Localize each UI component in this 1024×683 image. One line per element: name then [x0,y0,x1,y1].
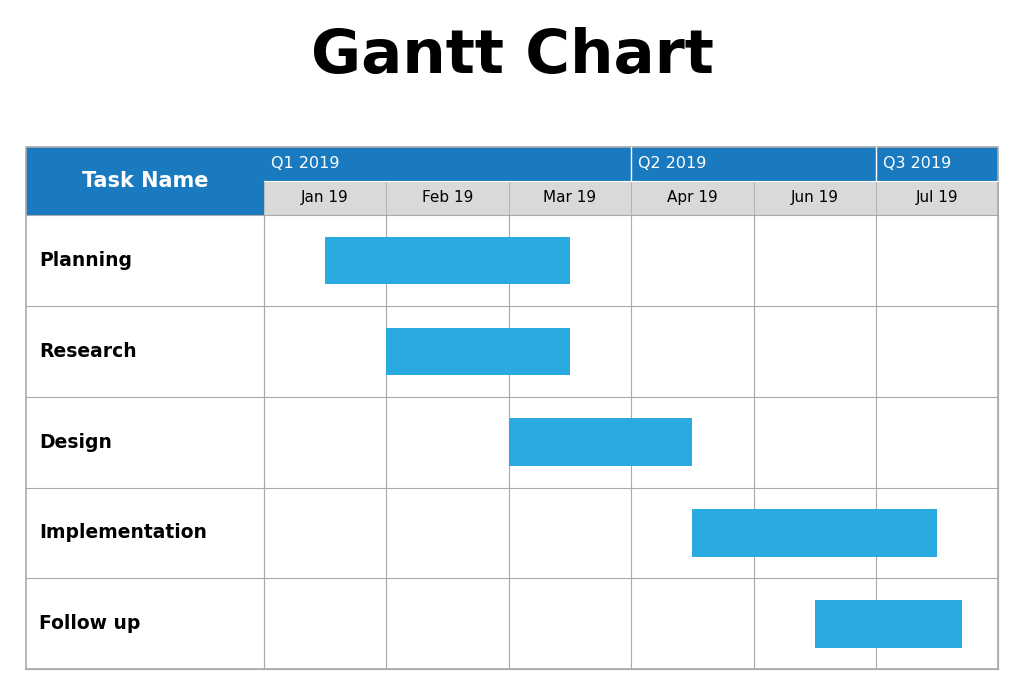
Bar [26,397,998,488]
Text: Implementation: Implementation [39,523,207,542]
Text: Follow up: Follow up [39,615,140,633]
Text: Q1 2019: Q1 2019 [271,156,340,171]
Text: Jul 19: Jul 19 [915,191,958,206]
Text: Planning: Planning [39,251,132,270]
Bar [386,328,570,375]
Bar [26,306,998,397]
Bar [509,419,692,466]
Bar [326,236,570,284]
Text: Feb 19: Feb 19 [422,191,473,206]
Text: Apr 19: Apr 19 [667,191,718,206]
Text: Gantt Chart: Gantt Chart [310,27,714,86]
Text: Jan 19: Jan 19 [301,191,349,206]
Bar [264,147,631,181]
Bar [386,181,509,214]
Bar [815,600,962,647]
Text: Q2 2019: Q2 2019 [638,156,707,171]
Text: Q3 2019: Q3 2019 [883,156,951,171]
Text: Mar 19: Mar 19 [544,191,597,206]
Bar [631,147,876,181]
Bar [26,214,998,306]
Bar [264,181,386,214]
Bar [509,181,631,214]
Bar [754,181,876,214]
Bar [631,181,754,214]
Bar [876,147,998,181]
Text: Design: Design [39,432,112,451]
Text: Research: Research [39,342,136,361]
Bar [692,510,937,557]
Bar [26,579,998,669]
Text: Task Name: Task Name [82,171,208,191]
Bar [876,181,998,214]
Bar [26,488,998,579]
Bar [26,147,264,214]
Text: Jun 19: Jun 19 [791,191,839,206]
